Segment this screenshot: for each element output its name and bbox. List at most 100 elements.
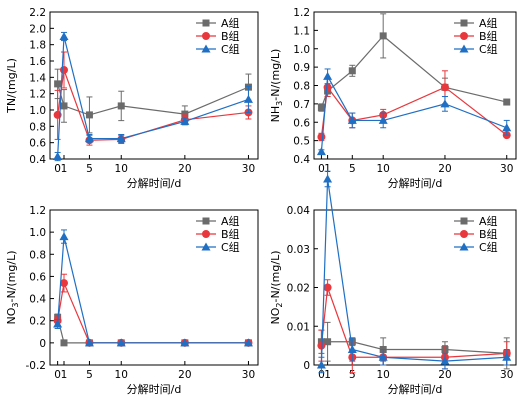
x-tick-label: 30 xyxy=(242,369,255,381)
y-tick-label: 1.2 xyxy=(29,205,46,217)
y-tick-label: 0.03 xyxy=(287,244,310,256)
series-line xyxy=(320,74,507,152)
y-tick-label: 2.2 xyxy=(29,7,46,19)
x-axis-title: 分解时间/d xyxy=(127,176,182,190)
data-point xyxy=(502,123,512,132)
data-point xyxy=(316,360,326,369)
series-line xyxy=(57,236,249,344)
legend-item: B组 xyxy=(196,227,240,241)
x-tick-label: 20 xyxy=(178,163,191,175)
plot-frame xyxy=(49,209,259,366)
legend-marker xyxy=(460,19,468,27)
y-tick-label: 0.6 xyxy=(29,271,46,283)
y-axis-title: NO3-N/(mg/L) xyxy=(5,250,20,324)
data-point xyxy=(116,134,126,143)
data-point xyxy=(117,102,125,110)
data-point xyxy=(54,80,62,88)
y-tick-label: 1.2 xyxy=(29,89,46,101)
y-tick-label: 0.2 xyxy=(29,316,46,328)
legend-label: C组 xyxy=(479,42,498,56)
x-axis-title: 分解时间/d xyxy=(388,176,443,190)
data-point xyxy=(60,339,68,347)
y-tick-label: 1.4 xyxy=(29,72,46,84)
data-point xyxy=(116,338,126,347)
data-point xyxy=(53,319,63,328)
y-axis-title: NH3-N/(mg/L) xyxy=(269,49,284,123)
series-line xyxy=(57,83,249,116)
y-tick-label: 0.02 xyxy=(287,283,310,295)
legend-marker xyxy=(201,44,211,53)
y-tick-label: 1.0 xyxy=(293,44,310,56)
series-C xyxy=(316,170,512,374)
legend-item: C组 xyxy=(196,42,240,56)
legend-marker xyxy=(460,217,468,225)
x-tick-label: 1 xyxy=(61,163,68,175)
legend-item: A组 xyxy=(196,16,240,30)
y-tick-label: 1.8 xyxy=(29,40,46,52)
y-tick-label: 1.0 xyxy=(29,105,46,117)
x-tick-label: 1 xyxy=(61,369,68,381)
y-axis-title: NO2-N/(mg/L) xyxy=(269,250,284,324)
data-point xyxy=(53,152,63,161)
x-tick-label: 30 xyxy=(242,163,255,175)
series-line xyxy=(320,178,507,366)
data-point xyxy=(378,352,388,361)
data-point xyxy=(85,111,93,119)
series-B xyxy=(317,70,511,142)
data-point xyxy=(84,134,94,143)
legend-label: C组 xyxy=(221,240,240,254)
y-tick-label: 0.9 xyxy=(293,62,310,74)
data-point xyxy=(181,110,189,118)
data-point xyxy=(324,338,332,346)
x-tick-label: 20 xyxy=(438,369,451,381)
x-tick-label: 10 xyxy=(376,369,389,381)
x-tick-label: 30 xyxy=(500,163,513,175)
legend-item: B组 xyxy=(454,227,498,241)
series-C xyxy=(53,31,253,162)
legend-marker xyxy=(460,230,468,238)
x-tick-label: 0 xyxy=(318,369,325,381)
series-C xyxy=(316,68,512,156)
legend-item: B组 xyxy=(454,29,498,43)
data-point xyxy=(440,356,450,365)
x-tick-label: 5 xyxy=(86,369,93,381)
y-tick-label: 0.4 xyxy=(29,294,46,306)
data-point xyxy=(243,338,253,347)
data-point xyxy=(317,132,326,141)
chart-panel-bottom-right: 00.010.020.030.040 1 5 10 20 30分解时间/dNO2-N/(m… xyxy=(269,170,517,396)
y-tick-label: 1.2 xyxy=(293,7,310,19)
legend-label: B组 xyxy=(479,29,498,43)
y-tick-label: 0.8 xyxy=(29,249,46,261)
series-A xyxy=(317,321,511,370)
legend-label: B组 xyxy=(479,227,498,241)
chart-panel-bottom-left: -0.200.20.40.60.81.01.20 1 5 10 20 30分解时间/dNO… xyxy=(5,205,259,396)
chart-panel-top-right: 0.4 0.5 0.6 0.7 0.8 0.9 1.0 1.1 1.2 0 1 5 10 20 30 分解时间… xyxy=(269,7,517,190)
legend-label: B组 xyxy=(221,29,240,43)
legend-label: A组 xyxy=(221,16,240,30)
data-point xyxy=(180,116,190,125)
series-line xyxy=(57,36,249,157)
series-B xyxy=(53,273,253,347)
x-tick-label: 0 xyxy=(54,369,61,381)
data-point xyxy=(84,338,94,347)
y-tick-label: 1.6 xyxy=(29,56,46,68)
y-tick-label: 0.6 xyxy=(29,138,46,150)
legend-marker xyxy=(202,32,210,40)
x-tick-label: 5 xyxy=(349,163,356,175)
data-point xyxy=(59,32,69,40)
data-point xyxy=(59,65,68,74)
y-tick-label: 0.04 xyxy=(287,205,311,217)
x-tick-label: 1 xyxy=(324,163,331,175)
legend-marker xyxy=(202,19,210,27)
data-point xyxy=(180,338,190,347)
legend-item: A组 xyxy=(196,214,240,228)
plot-frame xyxy=(49,11,259,160)
series-line xyxy=(320,287,507,358)
y-tick-label: -0.2 xyxy=(26,360,47,372)
legend-label: C组 xyxy=(221,42,240,56)
series-line xyxy=(57,69,249,141)
data-point xyxy=(317,104,325,112)
legend-marker xyxy=(460,32,468,40)
y-tick-label: 1.0 xyxy=(29,227,46,239)
